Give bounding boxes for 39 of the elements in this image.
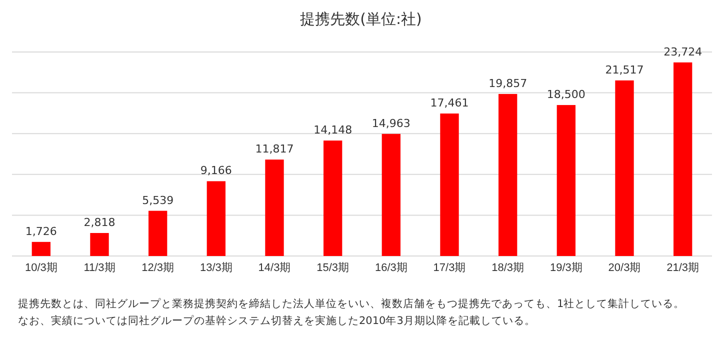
text: なお、実績については同社グループの基幹システム切替えを実施した2010年3月期以降を記載している。 bbox=[18, 314, 536, 327]
bar bbox=[382, 134, 400, 256]
x-tick-label: 17/3期 bbox=[433, 262, 466, 274]
x-tick-label: 20/3期 bbox=[608, 262, 641, 274]
chart-title: 提携先数(単位:社) bbox=[300, 10, 422, 28]
data-label: 1,726 bbox=[25, 224, 57, 238]
bar bbox=[556, 105, 576, 256]
bar bbox=[498, 94, 518, 256]
bar bbox=[90, 233, 109, 256]
data-label: 17,461 bbox=[430, 96, 469, 110]
bar bbox=[440, 114, 459, 256]
x-tick-label: 21/3期 bbox=[666, 262, 700, 274]
data-label: 18,500 bbox=[546, 88, 586, 102]
bar bbox=[148, 210, 168, 256]
data-label: 9,166 bbox=[200, 164, 232, 178]
bar bbox=[674, 62, 692, 256]
bar bbox=[265, 160, 284, 256]
data-label: 11,817 bbox=[255, 142, 294, 156]
bar bbox=[324, 140, 342, 256]
x-tick-label: 14/3期 bbox=[258, 262, 291, 274]
data-label: 21,517 bbox=[605, 63, 644, 76]
x-tick-label: 18/3期 bbox=[492, 262, 524, 274]
x-tick-label: 13/3期 bbox=[200, 262, 232, 274]
data-label: 14,963 bbox=[372, 116, 410, 130]
data-label: 23,724 bbox=[664, 45, 702, 58]
x-tick-label: 10/3期 bbox=[24, 262, 58, 274]
x-tick-label: 12/3期 bbox=[142, 262, 174, 274]
x-tick-label: 16/3期 bbox=[374, 262, 408, 274]
data-label: 19,857 bbox=[488, 76, 528, 90]
data-label: 5,539 bbox=[142, 194, 174, 207]
x-tick-label: 19/3期 bbox=[550, 262, 582, 274]
data-label: 14,148 bbox=[314, 124, 352, 137]
bar bbox=[615, 80, 634, 256]
x-tick-label: 11/3期 bbox=[84, 262, 116, 274]
bar bbox=[32, 242, 50, 256]
data-label: 2,818 bbox=[84, 216, 116, 230]
bar bbox=[206, 181, 226, 256]
text: 提携先数とは、同社グループと業務提携契約を締結した法人単位をいい、複数店舗をもつ提携先であっても、1社として集計している。 bbox=[18, 297, 685, 310]
x-tick-label: 15/3期 bbox=[316, 262, 350, 274]
